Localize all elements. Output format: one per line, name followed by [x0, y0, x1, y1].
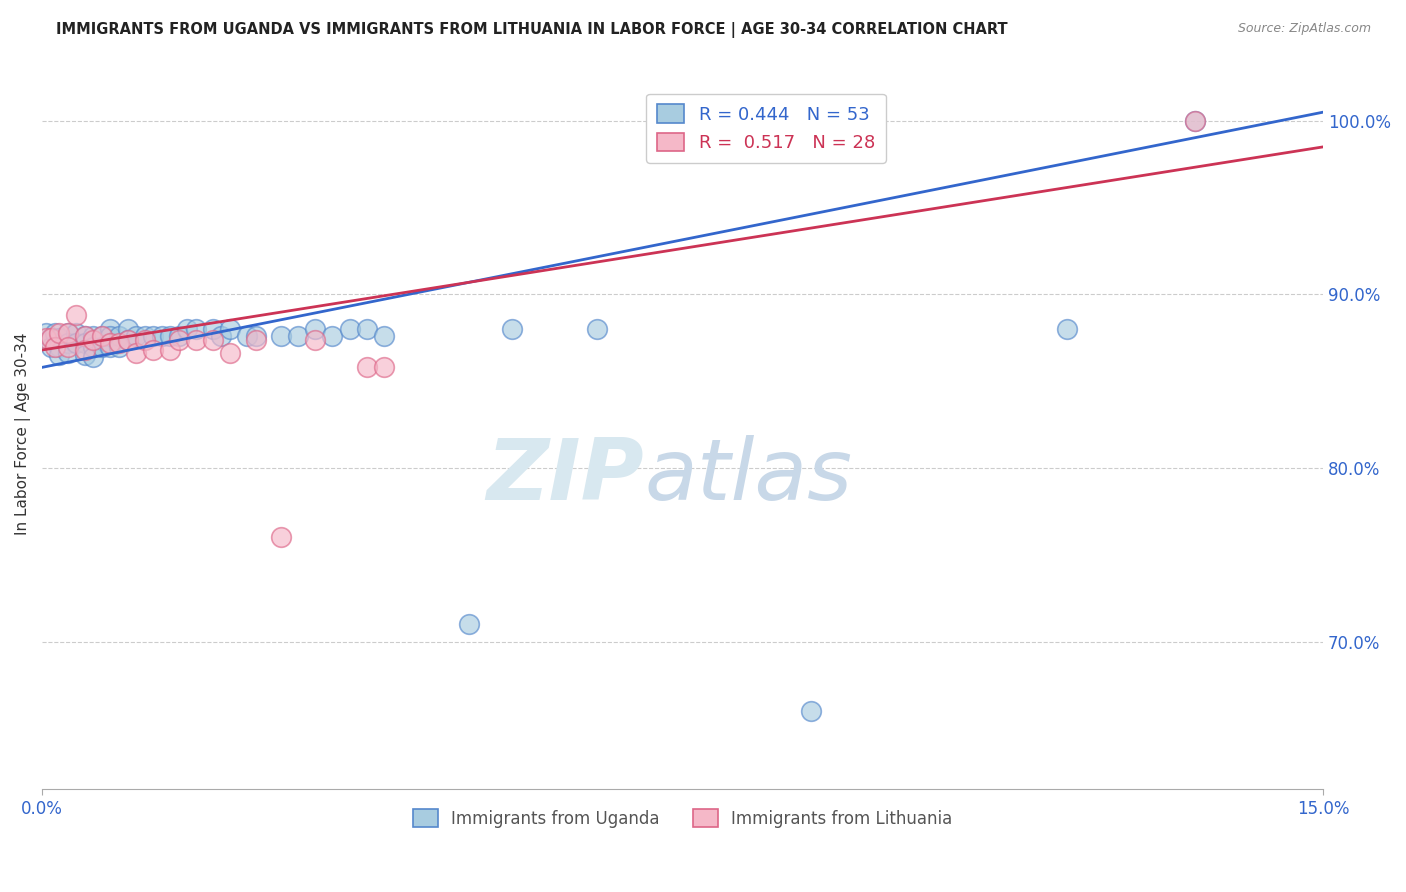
Point [56, 339, 79, 353]
Point [287, 329, 309, 343]
Point [35, 331, 58, 345]
Point [44, 326, 66, 340]
Point [356, 322, 378, 336]
Point [201, 333, 224, 347]
Point [82, 329, 104, 343]
Point [56, 326, 79, 340]
Point [356, 360, 378, 375]
Point [236, 329, 259, 343]
Point [159, 329, 181, 343]
Point [39, 331, 62, 345]
Point [167, 333, 190, 347]
Point [1056, 322, 1078, 336]
Point [142, 343, 165, 357]
Point [321, 329, 343, 343]
Point [100, 322, 122, 336]
Point [108, 339, 131, 353]
Point [1184, 113, 1206, 128]
Text: Source: ZipAtlas.com: Source: ZipAtlas.com [1237, 22, 1371, 36]
Point [82, 350, 104, 364]
Point [44, 339, 66, 353]
Point [117, 333, 139, 347]
Point [134, 329, 156, 343]
Point [167, 329, 190, 343]
Point [159, 343, 181, 357]
Point [211, 329, 233, 343]
Point [56, 326, 79, 340]
Point [90, 339, 112, 353]
Point [73, 343, 96, 357]
Point [117, 333, 139, 347]
Point [100, 339, 122, 353]
Point [73, 329, 96, 343]
Point [339, 322, 361, 336]
Point [176, 322, 198, 336]
Point [65, 336, 87, 351]
Point [35, 326, 58, 340]
Point [48, 331, 70, 345]
Point [48, 339, 70, 353]
Point [48, 348, 70, 362]
Point [125, 346, 148, 360]
Point [100, 336, 122, 351]
Point [800, 704, 823, 718]
Point [39, 339, 62, 353]
Point [150, 329, 173, 343]
Point [219, 346, 242, 360]
Point [65, 308, 87, 322]
Point [304, 322, 326, 336]
Point [458, 617, 481, 632]
Point [184, 333, 207, 347]
Legend: Immigrants from Uganda, Immigrants from Lithuania: Immigrants from Uganda, Immigrants from … [406, 803, 959, 834]
Point [90, 329, 112, 343]
Point [373, 329, 395, 343]
Text: atlas: atlas [644, 434, 852, 517]
Point [48, 326, 70, 340]
Y-axis label: In Labor Force | Age 30-34: In Labor Force | Age 30-34 [15, 332, 31, 534]
Point [184, 322, 207, 336]
Point [39, 331, 62, 345]
Point [56, 336, 79, 351]
Point [219, 322, 242, 336]
Point [108, 329, 131, 343]
Point [245, 333, 267, 347]
Point [501, 322, 523, 336]
Point [586, 322, 609, 336]
Point [56, 346, 79, 360]
Point [100, 329, 122, 343]
Point [65, 326, 87, 340]
Point [270, 329, 292, 343]
Point [73, 348, 96, 362]
Point [73, 336, 96, 351]
Text: ZIP: ZIP [486, 434, 644, 517]
Point [245, 329, 267, 343]
Point [304, 333, 326, 347]
Point [270, 531, 292, 545]
Text: IMMIGRANTS FROM UGANDA VS IMMIGRANTS FROM LITHUANIA IN LABOR FORCE | AGE 30-34 C: IMMIGRANTS FROM UGANDA VS IMMIGRANTS FRO… [56, 22, 1008, 38]
Point [108, 336, 131, 351]
Point [82, 333, 104, 347]
Point [134, 333, 156, 347]
Point [142, 329, 165, 343]
Point [73, 329, 96, 343]
Point [1184, 113, 1206, 128]
Point [82, 339, 104, 353]
Point [125, 329, 148, 343]
Point [90, 329, 112, 343]
Point [117, 322, 139, 336]
Point [373, 360, 395, 375]
Point [201, 322, 224, 336]
